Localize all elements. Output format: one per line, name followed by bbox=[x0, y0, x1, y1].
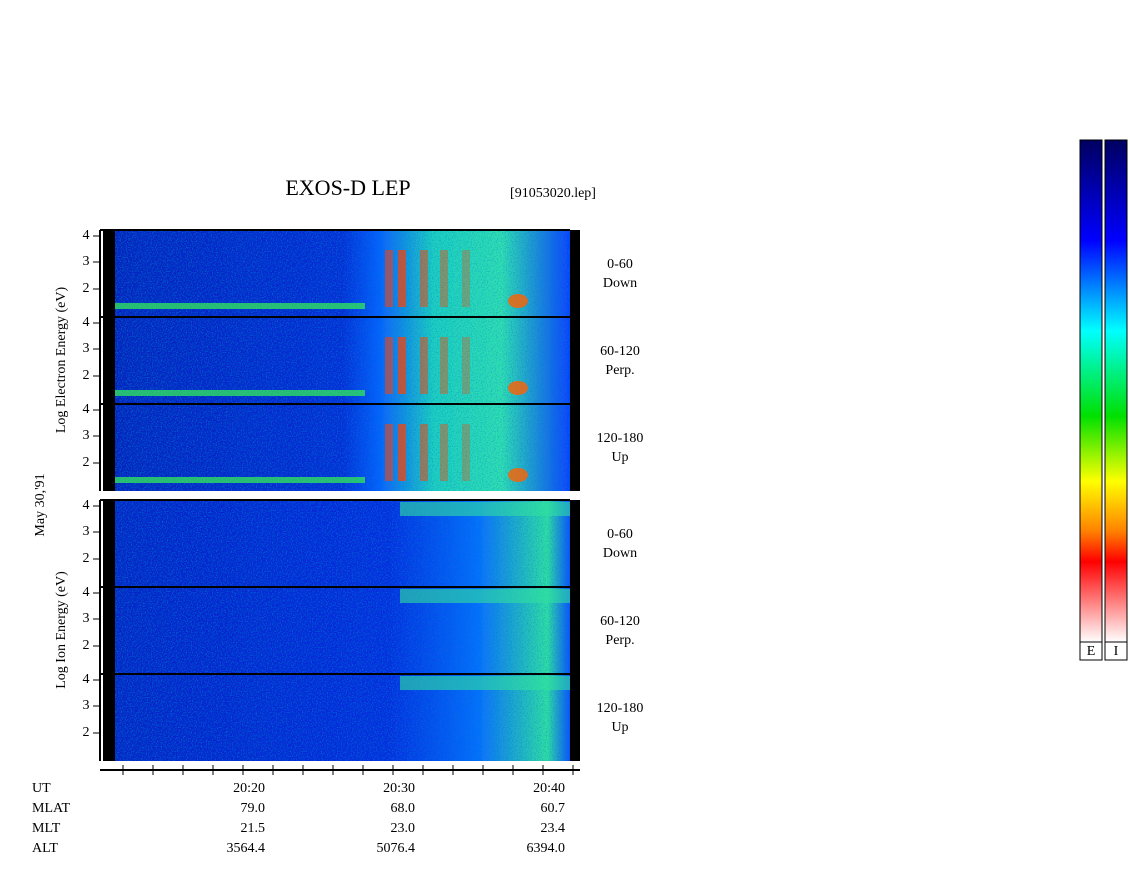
color-bar bbox=[1079, 139, 1103, 643]
flux-spot bbox=[508, 294, 528, 308]
flux-burst bbox=[462, 250, 470, 307]
energy-tick-label: 2 bbox=[83, 455, 90, 470]
flux-burst bbox=[420, 337, 428, 394]
energy-tick-label: 4 bbox=[83, 402, 90, 417]
row-value: 68.0 bbox=[391, 801, 416, 816]
angle-label: 0-60 bbox=[607, 527, 633, 542]
energy-tick-label: 3 bbox=[83, 611, 90, 626]
color-bar-label-box bbox=[1104, 641, 1128, 661]
angle-label: 0-60 bbox=[607, 257, 633, 272]
angle-label: 120-180 bbox=[597, 431, 644, 446]
row-value: 60.7 bbox=[541, 801, 566, 816]
row-value: 20:20 bbox=[233, 781, 265, 796]
flux-burst bbox=[385, 337, 393, 394]
left-strip bbox=[103, 500, 115, 587]
row-value: 3564.4 bbox=[227, 841, 266, 856]
energy-tick-label: 3 bbox=[83, 698, 90, 713]
flux-burst bbox=[440, 424, 448, 481]
energy-tick-label: 2 bbox=[83, 368, 90, 383]
flux-burst bbox=[440, 250, 448, 307]
row-value: 5076.4 bbox=[377, 841, 416, 856]
row-label: UT bbox=[32, 781, 51, 796]
right-strip bbox=[570, 404, 580, 491]
group-label: Log Ion Energy (eV) bbox=[54, 571, 69, 689]
flux-spot bbox=[508, 468, 528, 482]
date-label: May 30,'91 bbox=[33, 473, 48, 536]
energy-tick-label: 3 bbox=[83, 254, 90, 269]
row-value: 20:40 bbox=[533, 781, 565, 796]
right-strip bbox=[570, 230, 580, 317]
energy-tick-label: 2 bbox=[83, 638, 90, 653]
low-energy-band bbox=[115, 303, 365, 309]
angle-label: 60-120 bbox=[600, 614, 640, 629]
flux-burst bbox=[398, 250, 406, 307]
flux-spot bbox=[508, 381, 528, 395]
flux-burst bbox=[420, 250, 428, 307]
direction-label: Perp. bbox=[605, 633, 634, 648]
color-bar-label: E bbox=[1087, 644, 1096, 659]
left-strip bbox=[103, 317, 115, 404]
flux-burst bbox=[462, 337, 470, 394]
energy-tick-label: 4 bbox=[83, 228, 90, 243]
spectrogram-panel bbox=[115, 230, 570, 317]
flux-burst bbox=[398, 424, 406, 481]
angle-label: 120-180 bbox=[597, 701, 644, 716]
energy-tick-label: 4 bbox=[83, 585, 90, 600]
direction-label: Down bbox=[603, 546, 637, 561]
row-label: ALT bbox=[32, 841, 58, 856]
right-strip bbox=[570, 587, 580, 674]
energy-tick-label: 3 bbox=[83, 428, 90, 443]
energy-tick-label: 2 bbox=[83, 725, 90, 740]
direction-label: Perp. bbox=[605, 363, 634, 378]
flux-burst bbox=[385, 424, 393, 481]
energy-tick-label: 4 bbox=[83, 315, 90, 330]
energy-tick-label: 2 bbox=[83, 281, 90, 296]
row-label: MLT bbox=[32, 821, 61, 836]
right-strip bbox=[570, 317, 580, 404]
row-value: 6394.0 bbox=[527, 841, 566, 856]
row-value: 20:30 bbox=[383, 781, 415, 796]
row-label: MLAT bbox=[32, 801, 71, 816]
color-bar bbox=[1104, 139, 1128, 643]
color-bar-label-box bbox=[1079, 641, 1103, 661]
flux-burst bbox=[420, 424, 428, 481]
angle-label: 60-120 bbox=[600, 344, 640, 359]
energy-tick-label: 2 bbox=[83, 551, 90, 566]
direction-label: Up bbox=[611, 720, 628, 735]
energy-tick-label: 4 bbox=[83, 498, 90, 513]
row-value: 79.0 bbox=[241, 801, 266, 816]
left-strip bbox=[103, 230, 115, 317]
flux-burst bbox=[398, 337, 406, 394]
title: EXOS-D LEP bbox=[285, 175, 410, 200]
row-value: 23.4 bbox=[541, 821, 566, 836]
spectrogram-panel bbox=[115, 317, 570, 404]
left-strip bbox=[103, 674, 115, 761]
energy-tick-label: 3 bbox=[83, 524, 90, 539]
row-value: 23.0 bbox=[391, 821, 416, 836]
flux-burst bbox=[385, 250, 393, 307]
left-strip bbox=[103, 587, 115, 674]
energy-tick-label: 4 bbox=[83, 672, 90, 687]
file-name: [91053020.lep] bbox=[510, 186, 596, 201]
color-bar-label: I bbox=[1114, 644, 1119, 659]
low-energy-band bbox=[115, 390, 365, 396]
right-strip bbox=[570, 500, 580, 587]
low-energy-band bbox=[115, 477, 365, 483]
direction-label: Down bbox=[603, 276, 637, 291]
top-band bbox=[400, 502, 570, 516]
top-band bbox=[400, 676, 570, 690]
spectrogram-panel bbox=[115, 404, 570, 491]
energy-tick-label: 3 bbox=[83, 341, 90, 356]
flux-burst bbox=[440, 337, 448, 394]
direction-label: Up bbox=[611, 450, 628, 465]
left-strip bbox=[103, 404, 115, 491]
flux-burst bbox=[462, 424, 470, 481]
group-label: Log Electron Energy (eV) bbox=[54, 287, 69, 434]
right-strip bbox=[570, 674, 580, 761]
row-value: 21.5 bbox=[241, 821, 266, 836]
top-band bbox=[400, 589, 570, 603]
